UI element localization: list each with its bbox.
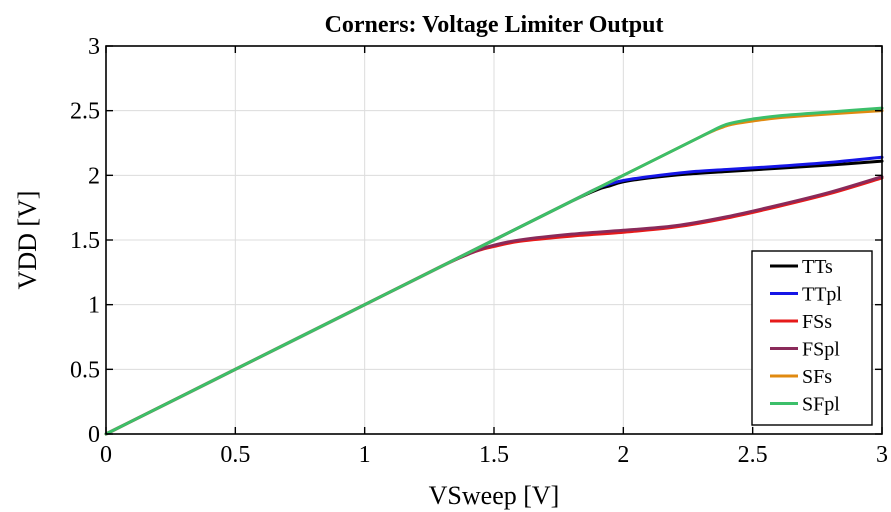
y-axis-label: VDD [V]	[13, 191, 42, 290]
x-tick-label: 0.5	[220, 442, 250, 468]
y-tick-label: 0.5	[70, 357, 100, 383]
y-tick-label: 1.5	[70, 228, 100, 254]
series-lines	[104, 106, 884, 436]
y-tick-label: 2	[88, 163, 100, 189]
y-tick-label: 1	[88, 293, 100, 319]
x-tick-label: 1	[359, 442, 371, 468]
legend: TTs TTpl FSs FSpl SFs SFpl	[751, 250, 873, 426]
x-tick-label: 1.5	[479, 442, 509, 468]
legend-label: TTpl	[802, 284, 842, 306]
axis-ticks: 0 0.5 1 1.5 2 2.5 3 0 0.5 1 1.5 2 2.5 3	[70, 34, 888, 468]
legend-label: FSs	[802, 311, 832, 333]
y-tick-label: 2.5	[70, 99, 100, 125]
legend-label: SFpl	[802, 394, 840, 416]
series-line-sfpl	[104, 106, 884, 436]
x-axis-label: VSweep [V]	[429, 481, 560, 510]
y-tick-label: 0	[88, 422, 100, 448]
legend-label: FSpl	[802, 339, 840, 361]
y-tick-label: 3	[88, 34, 100, 60]
x-tick-label: 3	[876, 442, 888, 468]
x-tick-label: 2	[617, 442, 629, 468]
x-tick-label: 2.5	[738, 442, 768, 468]
chart-title: Corners: Voltage Limiter Output	[325, 12, 664, 38]
legend-label: TTs	[802, 256, 833, 278]
legend-label: SFs	[802, 366, 832, 388]
legend-box	[751, 250, 873, 426]
x-tick-label: 0	[100, 442, 112, 468]
